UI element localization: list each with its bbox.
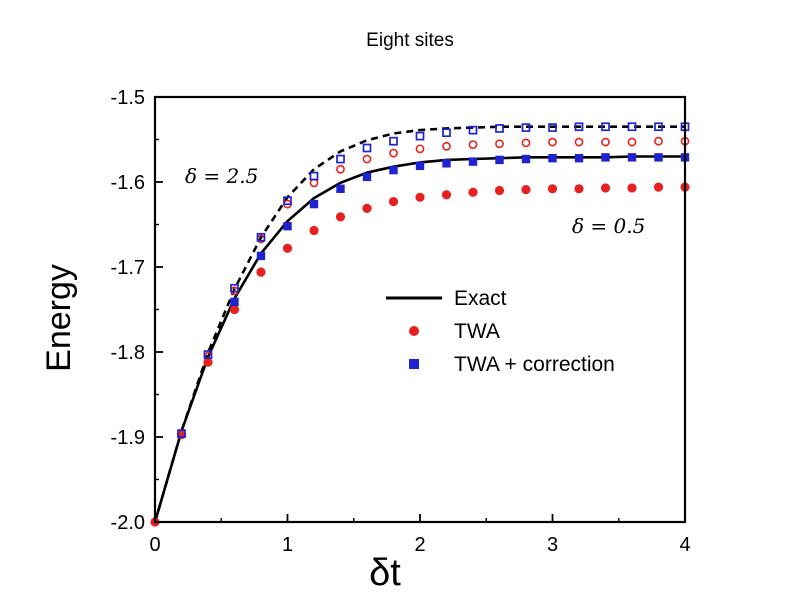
x-tick-label: 3: [547, 534, 558, 556]
y-tick-label: -1.8: [111, 342, 145, 364]
data-point: [654, 136, 663, 146]
series-line-exact-2-5: [153, 125, 685, 523]
data-point: [601, 122, 610, 132]
y-tick-label: -1.7: [111, 257, 145, 279]
data-point: [442, 141, 451, 151]
data-point: [336, 184, 345, 193]
data-point: [177, 429, 186, 438]
data-point: [521, 154, 531, 164]
series-line-exact-0-5: [153, 155, 685, 523]
data-point: [283, 222, 292, 231]
data-point: [442, 128, 451, 138]
data-point: [601, 137, 610, 147]
data-point: [203, 350, 213, 359]
data-point: [442, 159, 451, 168]
data-point: [415, 144, 425, 154]
data-point: [309, 199, 319, 209]
data-point: [389, 165, 398, 175]
data-point: [309, 171, 319, 181]
data-point: [468, 125, 478, 135]
data-point: [548, 154, 557, 163]
series-twa-0-5: [150, 182, 690, 527]
data-point: [229, 304, 240, 315]
data-point: [627, 122, 637, 132]
data-point: [415, 161, 425, 171]
data-point: [256, 267, 266, 277]
x-tick-label: 4: [679, 534, 690, 556]
data-point: [230, 297, 239, 307]
data-point: [362, 172, 372, 182]
data-point: [468, 157, 478, 166]
legend-item-exact: Exact: [386, 287, 507, 310]
data-point: [600, 183, 611, 193]
data-point: [653, 182, 664, 192]
x-tick-label: 2: [414, 534, 425, 556]
data-point: [574, 137, 584, 147]
data-point: [336, 164, 345, 174]
data-point: [521, 185, 531, 195]
data-point: [336, 154, 345, 164]
data-point: [389, 136, 398, 146]
y-tick-label: -2.0: [111, 512, 145, 534]
data-point: [574, 154, 584, 163]
data-point: [574, 184, 584, 194]
y-axis-label: Energy: [40, 264, 78, 372]
x-axis-label: δt: [369, 552, 401, 594]
legend-label: TWA + correction: [454, 353, 615, 376]
data-point: [256, 251, 266, 261]
legend-item-twa: TWA: [409, 320, 500, 343]
data-point: [335, 212, 346, 222]
data-point: [468, 140, 478, 149]
data-point: [574, 122, 584, 132]
legend-label: Exact: [454, 287, 507, 310]
y-tick-label: -1.9: [111, 427, 145, 449]
data-point: [388, 196, 399, 207]
legend-label: TWA: [454, 320, 500, 343]
data-point: [627, 183, 637, 193]
y-tick-label: -1.5: [111, 87, 145, 109]
data-point: [495, 124, 504, 133]
data-point: [521, 138, 531, 148]
data-point: [256, 232, 266, 242]
annotation-delta-0-5: δ = 0.5: [572, 214, 645, 238]
data-point: [548, 137, 557, 147]
x-tick-label: 0: [149, 534, 160, 556]
data-point: [627, 137, 637, 147]
data-point: [548, 123, 557, 132]
data-point: [362, 143, 372, 153]
y-tick-label: -1.6: [111, 172, 145, 194]
data-point: [654, 122, 663, 132]
x-tick-label: 1: [282, 534, 293, 556]
data-point: [415, 192, 425, 202]
data-point: [494, 185, 505, 196]
data-point: [495, 139, 504, 149]
data-point: [309, 225, 319, 236]
data-point: [495, 155, 504, 165]
data-point: [230, 283, 239, 293]
data-point: [601, 153, 610, 162]
data-point: [362, 203, 372, 213]
legend-swatch: [409, 359, 419, 369]
data-point: [283, 196, 292, 206]
data-point: [441, 190, 452, 200]
chart-title: Eight sites: [366, 30, 454, 51]
data-point: [627, 153, 637, 162]
data-point: [654, 153, 663, 162]
data-point: [521, 123, 531, 132]
data-point: [389, 148, 398, 158]
data-point: [362, 154, 372, 164]
data-point: [282, 243, 293, 253]
legend-item-twa-correction: TWA + correction: [409, 353, 615, 376]
legend-swatch: [409, 326, 419, 336]
data-point: [415, 131, 425, 141]
data-point: [547, 184, 558, 194]
annotation-delta-2-5: δ = 2.5: [185, 164, 258, 188]
data-point: [468, 187, 478, 197]
